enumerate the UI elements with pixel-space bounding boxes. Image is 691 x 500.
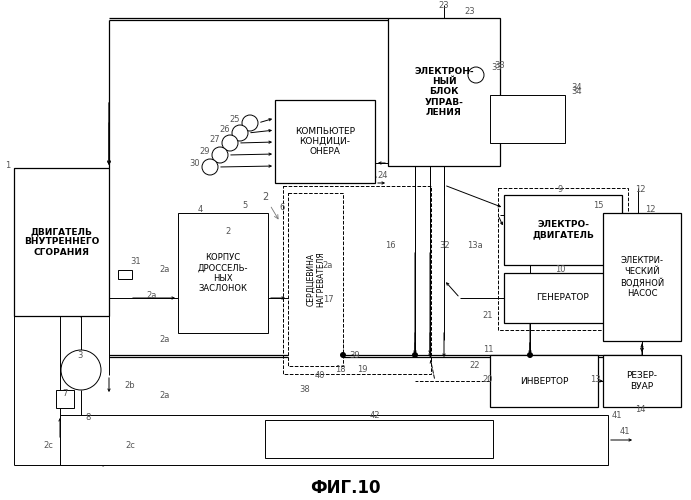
Text: 21: 21	[483, 310, 493, 320]
Text: ЭЛЕКТРИ-
ЧЕСКИЙ
ВОДЯНОЙ
НАСОС: ЭЛЕКТРИ- ЧЕСКИЙ ВОДЯНОЙ НАСОС	[620, 256, 664, 298]
Bar	[504, 273, 622, 323]
Text: 41: 41	[620, 428, 630, 436]
Text: 9: 9	[558, 186, 562, 194]
Text: 7: 7	[62, 388, 68, 398]
Circle shape	[212, 147, 228, 163]
Bar	[178, 213, 268, 333]
Circle shape	[61, 350, 101, 390]
Bar	[288, 193, 343, 366]
Text: 22: 22	[470, 360, 480, 370]
Text: 33: 33	[491, 64, 502, 72]
Text: 41: 41	[612, 410, 623, 420]
Text: 42: 42	[370, 410, 380, 420]
Text: 31: 31	[131, 258, 142, 266]
Bar	[498, 188, 628, 330]
Text: КОМПЬЮТЕР
КОНДИЦИ-
ОНЕРА: КОМПЬЮТЕР КОНДИЦИ- ОНЕРА	[295, 126, 355, 156]
Text: 11: 11	[483, 346, 493, 354]
Text: 2b: 2b	[124, 380, 135, 390]
Text: 20: 20	[483, 376, 493, 384]
Text: 6: 6	[279, 204, 285, 212]
Text: 23: 23	[439, 0, 449, 10]
Text: ЭЛЕКТРО-
ДВИГАТЕЛЬ: ЭЛЕКТРО- ДВИГАТЕЛЬ	[532, 220, 594, 240]
Circle shape	[340, 352, 346, 358]
Bar	[490, 355, 598, 407]
Text: 2a: 2a	[323, 260, 333, 270]
Text: 19: 19	[357, 366, 367, 374]
Text: ИНВЕРТОР: ИНВЕРТОР	[520, 376, 568, 386]
Text: 2a: 2a	[160, 390, 170, 400]
Text: 16: 16	[385, 240, 395, 250]
Circle shape	[232, 125, 248, 141]
Text: 2: 2	[225, 228, 231, 236]
Circle shape	[468, 67, 484, 83]
Text: 24: 24	[378, 170, 388, 179]
Text: 30: 30	[190, 160, 200, 168]
Text: 4: 4	[198, 206, 202, 214]
Bar	[60, 415, 608, 465]
Text: 38: 38	[300, 386, 310, 394]
Text: 8: 8	[85, 414, 91, 422]
Text: 17: 17	[323, 296, 333, 304]
Text: 13a: 13a	[467, 240, 483, 250]
Text: 26: 26	[220, 126, 230, 134]
Text: 27: 27	[209, 136, 220, 144]
Text: 39: 39	[350, 350, 360, 360]
Bar	[490, 95, 565, 143]
Text: ГЕНЕРАТОР: ГЕНЕРАТОР	[537, 294, 589, 302]
Bar	[265, 420, 493, 458]
Text: 5: 5	[243, 200, 247, 209]
Text: 32: 32	[439, 240, 451, 250]
Text: 2a: 2a	[146, 290, 157, 300]
Text: ДВИГАТЕЛЬ
ВНУТРЕННЕГО
СГОРАНИЯ: ДВИГАТЕЛЬ ВНУТРЕННЕГО СГОРАНИЯ	[23, 227, 100, 257]
Bar	[275, 100, 375, 183]
Text: 3: 3	[77, 350, 83, 360]
Text: 25: 25	[229, 116, 240, 124]
Text: 10: 10	[555, 266, 565, 274]
Text: 2c: 2c	[125, 440, 135, 450]
Circle shape	[527, 352, 533, 358]
Text: 13: 13	[589, 376, 600, 384]
Text: 12: 12	[635, 186, 645, 194]
Text: ФИГ.10: ФИГ.10	[310, 479, 380, 497]
Circle shape	[242, 115, 258, 131]
Text: 23: 23	[464, 8, 475, 16]
Text: КОРПУС
ДРОССЕЛЬ-
НЫХ
ЗАСЛОНОК: КОРПУС ДРОССЕЛЬ- НЫХ ЗАСЛОНОК	[198, 253, 248, 293]
Text: СЕРДЦЕВИНА
НАГРЕВАТЕЛЯ: СЕРДЦЕВИНА НАГРЕВАТЕЛЯ	[306, 252, 325, 308]
Text: 33: 33	[495, 60, 505, 70]
Text: 12: 12	[645, 206, 655, 214]
Text: 40: 40	[314, 370, 325, 380]
Text: 34: 34	[571, 84, 583, 92]
Text: 29: 29	[200, 148, 210, 156]
Circle shape	[222, 135, 238, 151]
Bar	[504, 195, 622, 265]
Text: 1: 1	[6, 160, 10, 170]
Text: 2a: 2a	[160, 336, 170, 344]
Text: 14: 14	[635, 406, 645, 414]
Text: 15: 15	[593, 200, 603, 209]
Text: ЭЛЕКТРОН-
НЫЙ
БЛОК
УПРАВ-
ЛЕНИЯ: ЭЛЕКТРОН- НЫЙ БЛОК УПРАВ- ЛЕНИЯ	[414, 66, 474, 118]
Text: 34: 34	[571, 88, 583, 96]
Bar	[603, 213, 681, 341]
Bar	[14, 168, 109, 316]
Text: 2c: 2c	[43, 440, 53, 450]
Text: 2: 2	[262, 192, 278, 219]
Text: 18: 18	[334, 366, 346, 374]
Circle shape	[412, 352, 418, 358]
Bar	[283, 186, 431, 374]
Bar	[56, 390, 74, 408]
Circle shape	[202, 159, 218, 175]
Text: РЕЗЕР-
ВУАР: РЕЗЕР- ВУАР	[627, 372, 658, 390]
Text: 2a: 2a	[160, 266, 170, 274]
Bar	[388, 18, 500, 166]
Bar	[118, 270, 132, 279]
Bar	[603, 355, 681, 407]
